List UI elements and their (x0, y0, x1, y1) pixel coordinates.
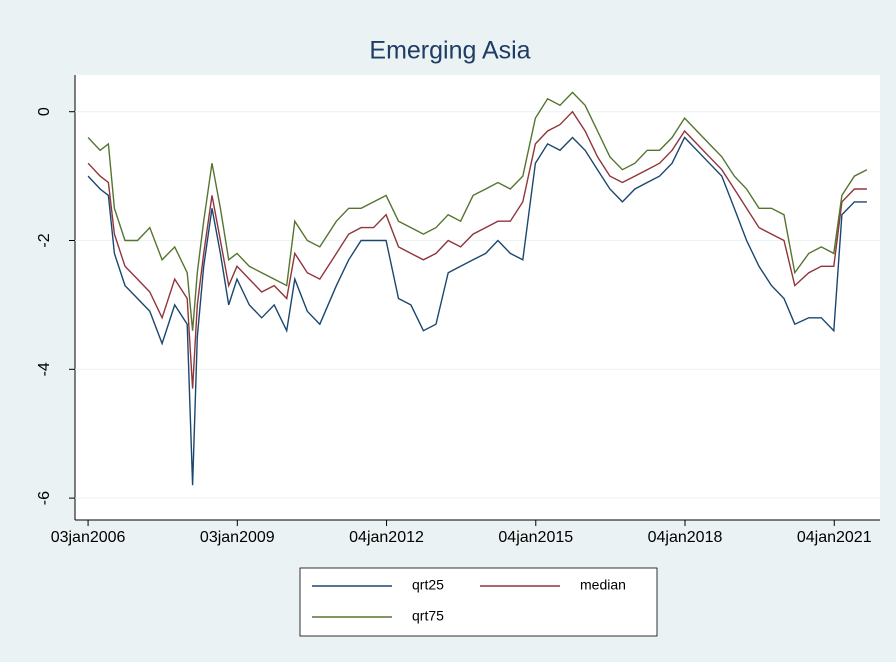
y-tick-label: 0 (36, 107, 53, 116)
x-tick-label: 04jan2021 (797, 529, 872, 546)
series-line (87, 136, 867, 486)
legend-label: median (580, 577, 626, 593)
x-tick-label: 04jan2015 (498, 529, 573, 546)
y-tick-label: -2 (36, 233, 53, 247)
plot-area (75, 75, 880, 520)
chart-title: Emerging Asia (369, 37, 530, 65)
legend-label: qrt75 (412, 608, 444, 624)
legend-label: qrt25 (412, 577, 444, 593)
series-line (87, 110, 867, 389)
x-tick-label: 03jan2006 (51, 529, 126, 546)
x-tick-label: 04jan2018 (648, 529, 723, 546)
x-tick-label: 03jan2009 (200, 529, 275, 546)
legend (299, 567, 658, 637)
y-tick-label: -6 (36, 491, 53, 505)
series-line (87, 91, 868, 331)
y-tick-label: -4 (36, 362, 53, 376)
x-tick-label: 04jan2012 (349, 529, 424, 546)
